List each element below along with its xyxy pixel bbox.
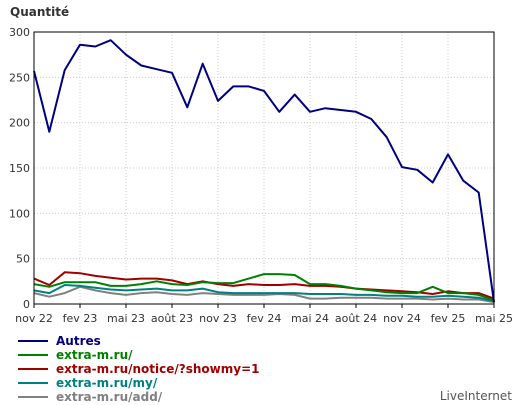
- gridlines: [34, 32, 494, 304]
- y-tick-label: 200: [9, 117, 30, 130]
- x-tick-label: fev 24: [247, 312, 282, 325]
- y-tick-label: 250: [9, 71, 30, 84]
- x-tick-label: nov 22: [15, 312, 53, 325]
- y-tick-label: 50: [16, 253, 30, 266]
- legend-swatch: [18, 396, 48, 398]
- x-tick-label: mai 23: [107, 312, 145, 325]
- legend-label: extra-m.ru/add/: [56, 390, 163, 404]
- legend-swatch: [18, 368, 48, 370]
- y-tick-label: 150: [9, 162, 30, 175]
- x-tick-label: fev 25: [431, 312, 466, 325]
- series-layer: [33, 39, 495, 304]
- x-tick-label: mai 25: [475, 312, 513, 325]
- legend-label: extra-m.ru/: [56, 348, 133, 362]
- legend-label: Autres: [56, 334, 101, 348]
- series-line-1: [33, 273, 495, 302]
- series-line-3: [33, 284, 495, 303]
- x-tick-label: fev 23: [63, 312, 98, 325]
- legend-swatch: [18, 340, 48, 342]
- y-axis-label: Quantité: [10, 5, 69, 19]
- legend-label: extra-m.ru/notice/?showmy=1: [56, 362, 260, 376]
- legend-label: extra-m.ru/my/: [56, 376, 158, 390]
- x-tick-label: août 23: [151, 312, 193, 325]
- series-line-0: [33, 39, 495, 303]
- x-tick-label: mai 24: [291, 312, 329, 325]
- axis-ticks: 0 50 100 150 200 250 300 nov 22 fev 23 mai 23 août…: [9, 26, 513, 325]
- x-tick-label: nov 23: [199, 312, 237, 325]
- legend-swatch: [18, 382, 48, 384]
- y-tick-label: 100: [9, 207, 30, 220]
- x-tick-label: nov 24: [383, 312, 421, 325]
- series-line-4: [33, 285, 495, 304]
- y-tick-label: 300: [9, 26, 30, 39]
- x-tick-label: août 24: [335, 312, 377, 325]
- legend-swatch: [18, 354, 48, 356]
- y-tick-label: 0: [23, 298, 30, 311]
- brand-label: LiveInternet: [439, 389, 512, 403]
